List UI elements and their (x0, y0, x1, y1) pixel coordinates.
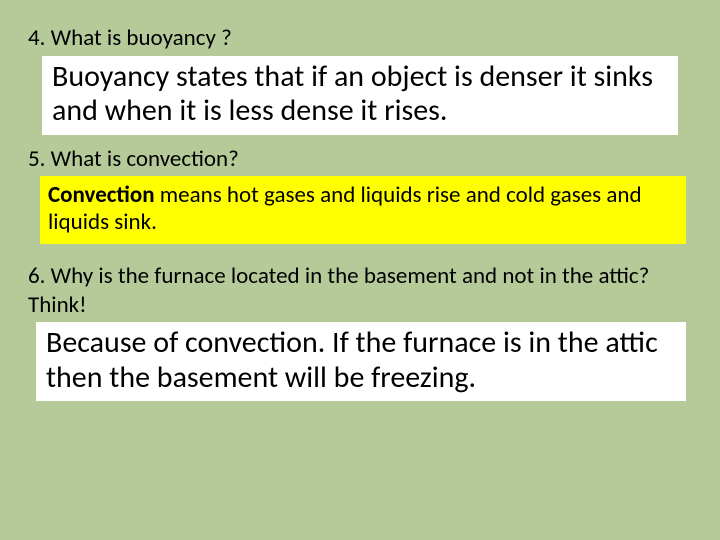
answer-6-text: Because of convection. If the furnace is… (46, 326, 676, 395)
answer-4-text: Buoyancy states that if an object is den… (52, 60, 668, 129)
answer-5-box: Convection means hot gases and liquids r… (40, 176, 686, 244)
question-5: 5. What is convection? (28, 145, 692, 174)
question-6: 6. Why is the furnace located in the bas… (28, 262, 692, 320)
answer-4-box: Buoyancy states that if an object is den… (42, 56, 678, 135)
question-4: 4. What is buoyancy ? (28, 24, 692, 53)
answer-5-bold: Convection (48, 181, 155, 209)
answer-6-box: Because of convection. If the furnace is… (36, 322, 686, 401)
